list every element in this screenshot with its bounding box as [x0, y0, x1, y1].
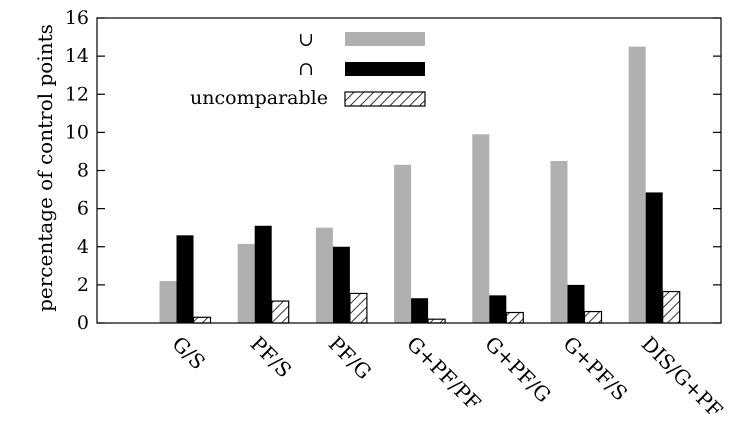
y-tick-label: 0: [77, 312, 89, 334]
y-tick-label: 16: [65, 7, 89, 29]
legend-label-uncomparable: uncomparable: [190, 87, 328, 109]
legend-swatch-subset: [345, 32, 425, 46]
bar-subset: [315, 227, 333, 323]
bar-superset: [645, 192, 663, 323]
x-tick-label: G+PF/PF: [402, 332, 486, 416]
bar-uncomparable: [505, 311, 524, 324]
bar-superset: [567, 284, 585, 323]
bar-subset: [159, 281, 177, 323]
legend-label-superset: ⊃: [295, 61, 317, 77]
bar-subset: [628, 46, 646, 323]
bar-superset: [254, 225, 272, 323]
bar-subset: [550, 160, 568, 323]
y-tick-label: 4: [77, 236, 89, 258]
bar-superset: [411, 298, 429, 323]
x-tick-label: PF/S: [246, 332, 297, 383]
x-tick-label: DIS/G+PF: [637, 332, 728, 423]
legend-swatch-uncomparable: [344, 91, 426, 107]
x-tick-label: PF/G: [324, 332, 376, 384]
bar-subset: [237, 243, 255, 323]
x-tick-label: G+PF/S: [558, 332, 632, 406]
bar-superset: [332, 246, 350, 323]
y-axis-label: percentage of control points: [33, 24, 57, 312]
x-tick-label: G/S: [167, 332, 210, 375]
y-tick-label: 2: [77, 274, 89, 296]
bar-subset: [472, 134, 490, 323]
legend-label-subset: ⊂: [295, 32, 317, 48]
plot-frame: [96, 17, 722, 324]
bar-uncomparable: [583, 310, 603, 324]
bar-uncomparable: [192, 316, 212, 324]
y-axis-ticks: 0 2 4 6 8 10 12 14 16: [65, 7, 721, 334]
y-tick-label: 12: [65, 83, 89, 105]
bar-uncomparable: [271, 300, 290, 324]
x-tick-label: G+PF/G: [480, 332, 556, 408]
bar-subset: [394, 164, 412, 323]
y-tick-label: 14: [65, 45, 89, 67]
y-tick-label: 10: [65, 121, 89, 143]
legend-swatch-superset: [345, 62, 425, 76]
bar-uncomparable: [662, 290, 681, 324]
legend: ⊂ ⊃ uncomparable: [190, 32, 426, 109]
bar-superset: [489, 295, 507, 323]
bars-group: [159, 46, 681, 324]
y-tick-label: 6: [77, 198, 89, 220]
x-axis-tick-labels: G/S PF/S PF/G G+PF/PFG+PF/G G+PF/S DIS/G+PF: [167, 315, 728, 423]
bar-uncomparable: [349, 292, 368, 324]
y-tick-label: 8: [77, 160, 89, 182]
bar-superset: [176, 235, 194, 323]
